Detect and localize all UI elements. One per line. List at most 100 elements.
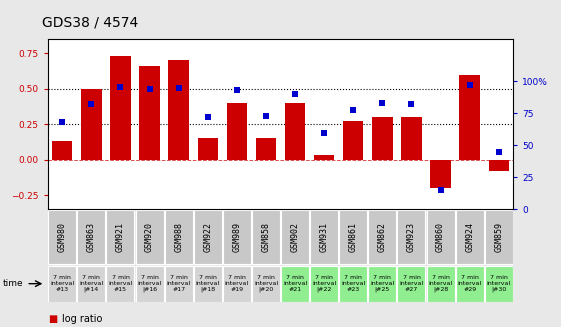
Point [320,130,329,135]
Text: GSM861: GSM861 [349,222,358,252]
Bar [139,66,160,160]
Bar [343,121,364,160]
FancyBboxPatch shape [310,210,338,264]
FancyBboxPatch shape [136,210,163,264]
FancyBboxPatch shape [339,210,367,264]
Text: 7 min
interval
|#16: 7 min interval |#16 [137,275,162,292]
Bar [256,138,276,160]
Text: 7 min
interval
#23: 7 min interval #23 [341,275,365,292]
Bar [111,56,131,160]
Bar [372,117,393,160]
Point [407,102,416,107]
Text: 7 min
interval
|#20: 7 min interval |#20 [254,275,278,292]
Point [261,113,270,119]
FancyBboxPatch shape [165,210,192,264]
FancyBboxPatch shape [485,210,513,264]
Bar [430,160,450,188]
FancyBboxPatch shape [398,210,425,264]
Text: 7 min
interval
#21: 7 min interval #21 [283,275,307,292]
Bar [401,117,422,160]
Bar [459,75,480,160]
FancyBboxPatch shape [107,210,135,264]
FancyBboxPatch shape [48,210,76,264]
Point [87,102,96,107]
FancyBboxPatch shape [165,266,192,302]
Text: GSM988: GSM988 [174,222,183,252]
FancyBboxPatch shape [136,266,163,302]
Text: GSM862: GSM862 [378,222,387,252]
Text: time: time [3,279,24,288]
Text: GSM931: GSM931 [320,222,329,252]
FancyBboxPatch shape [194,266,222,302]
Point [291,92,300,97]
Text: GSM924: GSM924 [465,222,474,252]
Text: GSM863: GSM863 [87,222,96,252]
Point [174,85,183,91]
Bar [489,160,509,171]
Text: log ratio: log ratio [62,314,102,324]
Text: 7 min
interval
#15: 7 min interval #15 [108,275,132,292]
FancyBboxPatch shape [252,210,280,264]
Text: GSM921: GSM921 [116,222,125,252]
Point [232,88,241,93]
Bar [314,155,334,160]
Bar [81,89,102,160]
Text: GSM860: GSM860 [436,222,445,252]
FancyBboxPatch shape [310,266,338,302]
FancyBboxPatch shape [77,266,105,302]
FancyBboxPatch shape [223,266,251,302]
Text: GSM858: GSM858 [261,222,270,252]
Text: 7 min
interval
|#14: 7 min interval |#14 [79,275,103,292]
Text: 7 min
interval
|#25: 7 min interval |#25 [370,275,394,292]
FancyBboxPatch shape [281,210,309,264]
Point [465,83,474,88]
Text: GDS38 / 4574: GDS38 / 4574 [42,15,139,29]
Bar [168,60,189,160]
Point [494,149,503,154]
FancyBboxPatch shape [369,210,396,264]
Text: 7 min
interval
#29: 7 min interval #29 [458,275,482,292]
FancyBboxPatch shape [252,266,280,302]
FancyBboxPatch shape [48,266,76,302]
Text: GSM980: GSM980 [58,222,67,252]
Bar [52,141,72,160]
Bar [197,138,218,160]
Text: 7 min
interval
#13: 7 min interval #13 [50,275,74,292]
Text: GSM923: GSM923 [407,222,416,252]
Text: 7 min
interval
#17: 7 min interval #17 [167,275,191,292]
Bar [227,103,247,160]
Text: GSM922: GSM922 [203,222,212,252]
Text: 7 min
interval
#27: 7 min interval #27 [399,275,424,292]
Text: 7 min
interval
|#18: 7 min interval |#18 [196,275,220,292]
Point [436,187,445,193]
Text: GSM902: GSM902 [291,222,300,252]
Point [58,120,67,125]
Text: 7 min
interval
#19: 7 min interval #19 [225,275,249,292]
Point [145,86,154,92]
Point [116,84,125,89]
FancyBboxPatch shape [485,266,513,302]
FancyBboxPatch shape [194,210,222,264]
Point [203,114,212,120]
Text: GSM920: GSM920 [145,222,154,252]
FancyBboxPatch shape [398,266,425,302]
FancyBboxPatch shape [339,266,367,302]
FancyBboxPatch shape [223,210,251,264]
FancyBboxPatch shape [456,266,484,302]
FancyBboxPatch shape [281,266,309,302]
Text: 7 min
interval
|#28: 7 min interval |#28 [429,275,453,292]
FancyBboxPatch shape [77,210,105,264]
FancyBboxPatch shape [107,266,135,302]
FancyBboxPatch shape [369,266,396,302]
Text: GSM989: GSM989 [232,222,241,252]
FancyBboxPatch shape [456,210,484,264]
Bar [285,103,305,160]
Point [378,100,387,106]
FancyBboxPatch shape [426,210,454,264]
Text: 7 min
interval
|#22: 7 min interval |#22 [312,275,336,292]
Text: 7 min
interval
|#30: 7 min interval |#30 [487,275,511,292]
FancyBboxPatch shape [426,266,454,302]
Text: ■: ■ [48,314,57,324]
Text: GSM859: GSM859 [494,222,503,252]
Point [349,107,358,112]
